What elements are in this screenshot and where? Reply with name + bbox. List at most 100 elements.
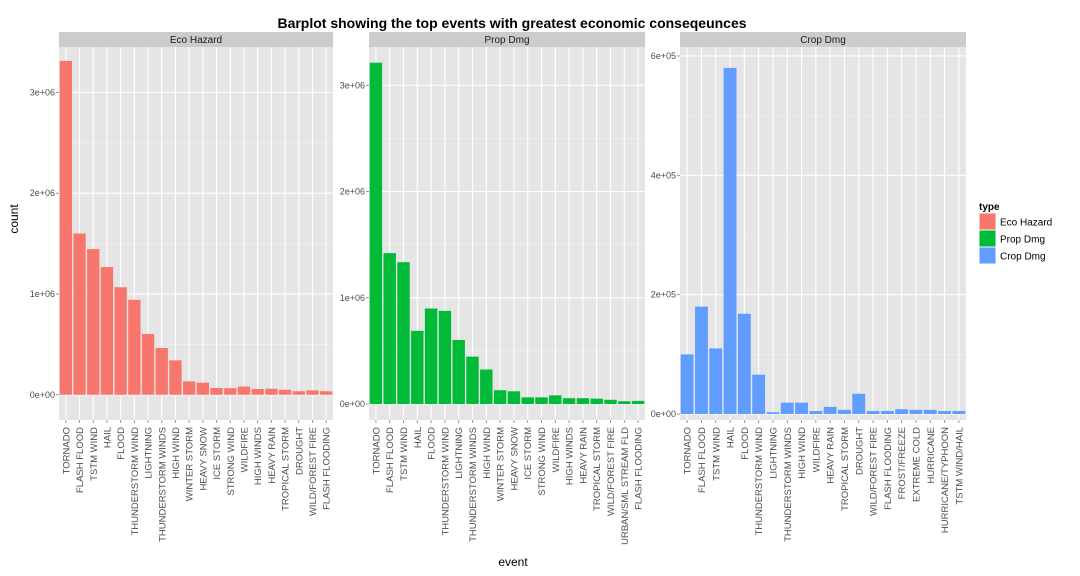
x-tick-label: HAIL (413, 427, 424, 448)
bar (493, 390, 507, 405)
bar (383, 253, 396, 405)
bar (114, 287, 127, 395)
x-tick-label: DROUGHT (854, 427, 865, 475)
x-tick-label: HIGH WIND (482, 427, 493, 479)
x-tick-label: HURRICANE/TYPHOON (940, 427, 951, 533)
facet-strip-label: Eco Hazard (170, 35, 222, 46)
bar (618, 401, 631, 405)
bar (237, 386, 251, 395)
facet-strip (369, 32, 645, 47)
chart-title: Barplot showing the top events with grea… (277, 15, 746, 31)
x-tick-label: THUNDERSTORM WINDS (468, 427, 479, 542)
y-tick-label: 1e+06 (340, 293, 365, 303)
facet-strip (680, 32, 966, 47)
y-tick-label: 2e+06 (340, 187, 365, 197)
x-tick-label: TSTM WIND (711, 427, 722, 481)
x-tick-label: HIGH WIND (797, 427, 808, 479)
bar (306, 390, 319, 395)
x-tick-label: FLOOD (427, 427, 438, 460)
bar (838, 409, 851, 415)
bar (480, 369, 493, 405)
bar (695, 306, 708, 415)
y-tick-label: 2e+06 (30, 188, 55, 198)
facet-strip (59, 32, 333, 47)
x-tick-label: HEAVY SNOW (198, 427, 209, 491)
bar (251, 389, 264, 395)
legend-key (979, 230, 996, 247)
x-tick-label: FLASH FLOODING (634, 427, 645, 510)
x-tick-label: STRONG WIND (226, 427, 237, 496)
bar (780, 402, 794, 415)
y-tick-label: 4e+05 (651, 170, 676, 180)
x-tick-label: TSTM WIND (399, 427, 410, 481)
x-tick-label: HURRICANE (926, 427, 937, 483)
panel-background (369, 47, 645, 420)
bar (549, 395, 562, 405)
x-tick-label: WINTER STORM (496, 427, 507, 501)
bar (952, 411, 966, 415)
bar (604, 399, 617, 405)
x-tick-label: TORNADO (61, 427, 72, 474)
y-tick-label: 0e+00 (30, 390, 55, 400)
x-tick-label: STRONG WIND (537, 427, 548, 496)
x-tick-label: FLASH FLOOD (385, 427, 396, 493)
bar (823, 406, 837, 415)
x-tick-label: HEAVY RAIN (826, 427, 837, 484)
bar (795, 402, 808, 415)
bar (723, 67, 737, 415)
bar (224, 388, 237, 395)
x-tick-label: HEAVY RAIN (267, 427, 278, 484)
bar (424, 308, 438, 405)
x-tick-label: THUNDERSTORM WIND (754, 427, 765, 536)
bar (155, 348, 168, 395)
bar (210, 388, 223, 395)
bar (452, 339, 465, 405)
legend-label: Crop Dmg (1000, 252, 1046, 263)
bar (938, 411, 951, 415)
x-tick-label: HIGH WINDS (565, 427, 576, 485)
bar (576, 398, 590, 405)
x-tick-label: FLOOD (740, 427, 751, 460)
x-tick-label: HIGH WINDS (253, 427, 264, 485)
y-tick-label: 3e+06 (340, 80, 365, 90)
y-tick-label: 1e+06 (30, 289, 55, 299)
x-tick-label: LIGHTNING (768, 427, 779, 479)
x-tick-label: THUNDERSTORM WINDS (157, 427, 168, 542)
x-tick-label: WINTER STORM (185, 427, 196, 501)
x-tick-label: TROPICAL STORM (281, 427, 292, 511)
x-tick-label: FROST/FREEZE (897, 427, 908, 499)
x-tick-label: ICE STORM (523, 427, 534, 480)
x-tick-label: WILD/FOREST FIRE (606, 427, 617, 516)
x-tick-label: THUNDERSTORM WINDS (783, 427, 794, 542)
legend-key (979, 247, 996, 264)
bar (87, 249, 100, 395)
x-tick-label: TORNADO (683, 427, 694, 474)
bar (680, 354, 694, 415)
x-tick-label: WILDFIRE (239, 427, 250, 472)
y-tick-label: 0e+00 (340, 399, 365, 409)
bar (100, 267, 114, 395)
bar (319, 391, 333, 395)
bar (752, 374, 766, 415)
bar (466, 356, 479, 405)
bar (292, 391, 305, 395)
legend-title: type (979, 202, 1000, 213)
x-tick-label: LIGHTNING (454, 427, 465, 479)
bar (73, 233, 86, 395)
legend-label: Prop Dmg (1000, 235, 1045, 246)
bar (631, 400, 645, 405)
panel-prop-dmg: 0e+00 1e+06 2e+06 3e+06 TORNADO FLASH FLOOD TS… (340, 32, 645, 545)
bar (809, 411, 823, 415)
y-tick-label: 6e+05 (651, 51, 676, 61)
bar (866, 411, 880, 415)
bar (507, 391, 521, 405)
x-tick-label: DROUGHT (294, 427, 305, 475)
bar (369, 62, 383, 405)
bar (411, 330, 424, 405)
x-tick-label: TROPICAL STORM (840, 427, 851, 511)
x-tick-label: FLASH FLOOD (75, 427, 86, 493)
x-tick-label: FLASH FLOODING (322, 427, 333, 510)
bar (880, 411, 894, 415)
x-tick-label: WILDFIRE (551, 427, 562, 472)
